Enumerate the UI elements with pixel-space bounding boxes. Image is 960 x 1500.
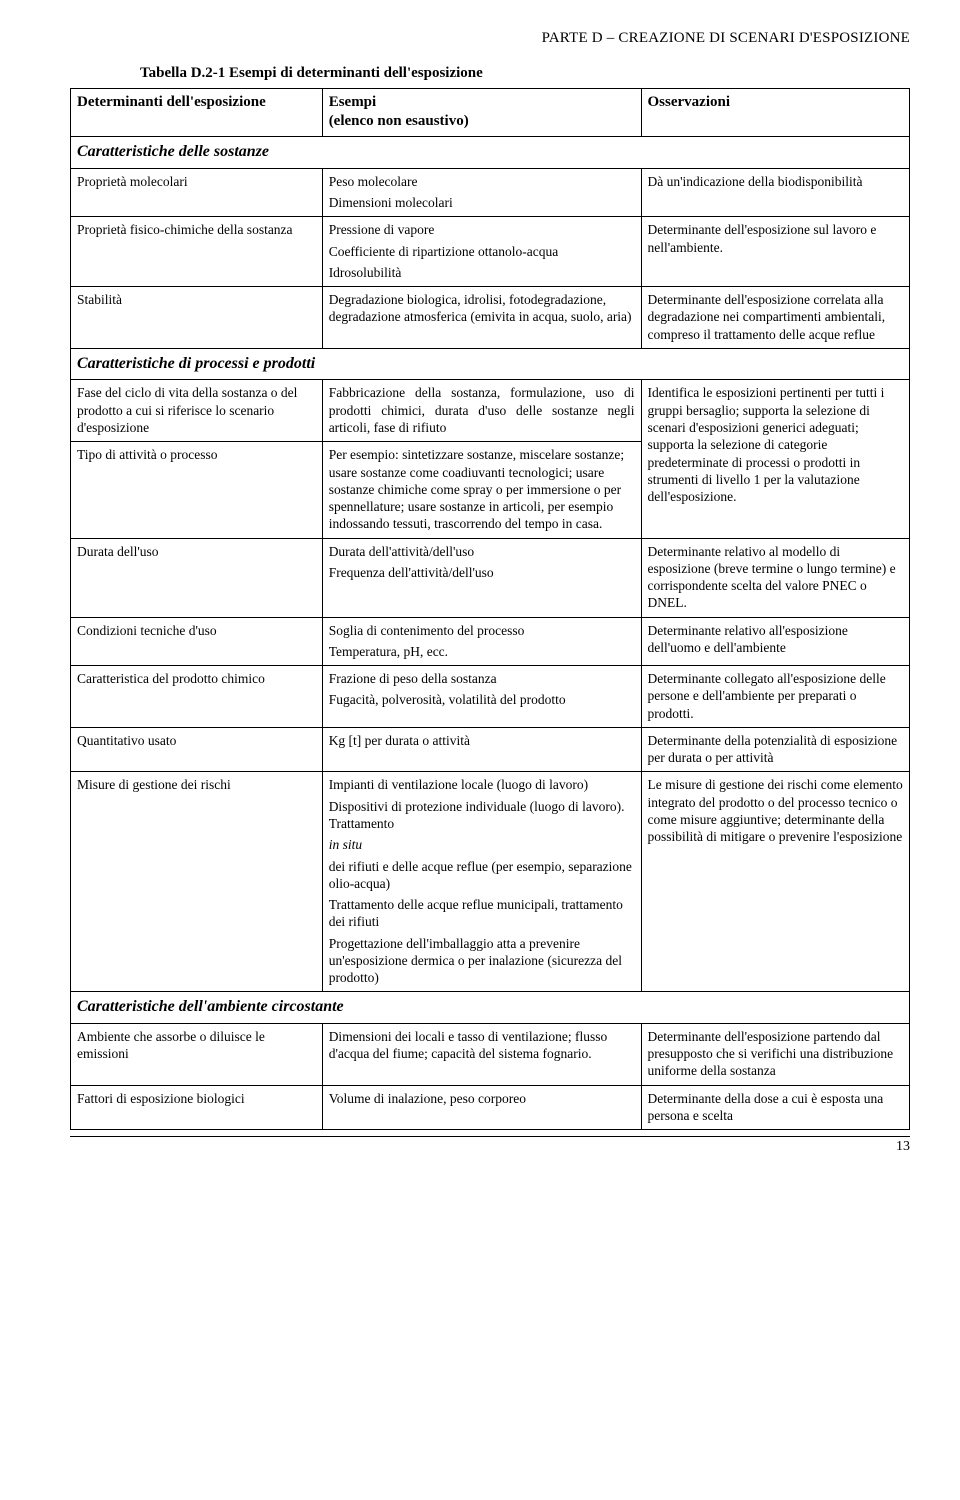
cell: Tipo di attività o processo	[71, 442, 323, 538]
cell: Dimensioni dei locali e tasso di ventila…	[322, 1023, 641, 1085]
cell: Impianti di ventilazione locale (luogo d…	[322, 772, 641, 992]
table-row: Misure di gestione dei rischi Impianti d…	[71, 772, 910, 992]
cell: Determinante dell'esposizione sul lavoro…	[641, 217, 910, 287]
cell: Volume di inalazione, peso corporeo	[322, 1085, 641, 1130]
table-header-row: Determinanti dell'esposizione Esempi (el…	[71, 89, 910, 137]
cell: Durata dell'attività/dell'uso Frequenza …	[322, 538, 641, 617]
cell: Fattori di esposizione biologici	[71, 1085, 323, 1130]
table-row: Proprietà molecolari Peso molecolare Dim…	[71, 168, 910, 217]
cell: Kg [t] per durata o attività	[322, 727, 641, 772]
cell: Fase del ciclo di vita della sostanza o …	[71, 380, 323, 442]
col-header-examples: Esempi (elenco non esaustivo)	[322, 89, 641, 137]
section-processes: Caratteristiche di processi e prodotti	[71, 348, 910, 379]
table-row: Fase del ciclo di vita della sostanza o …	[71, 380, 910, 442]
cell: Pressione di vapore Coefficiente di ripa…	[322, 217, 641, 287]
cell: Stabilità	[71, 287, 323, 349]
cell: Fabbricazione della sostanza, formulazio…	[322, 380, 641, 442]
section-environment: Caratteristiche dell'ambiente circostant…	[71, 992, 910, 1023]
cell: Determinante collegato all'esposizione d…	[641, 666, 910, 728]
table-row: Quantitativo usato Kg [t] per durata o a…	[71, 727, 910, 772]
table-row: Condizioni tecniche d'uso Soglia di cont…	[71, 617, 910, 666]
cell: Determinante relativo all'esposizione de…	[641, 617, 910, 666]
cell: Proprietà fisico-chimiche della sostanza	[71, 217, 323, 287]
cell: Condizioni tecniche d'uso	[71, 617, 323, 666]
table-row: Fattori di esposizione biologici Volume …	[71, 1085, 910, 1130]
section-row: Caratteristiche dell'ambiente circostant…	[71, 992, 910, 1023]
section-substances: Caratteristiche delle sostanze	[71, 137, 910, 168]
section-row: Caratteristiche di processi e prodotti	[71, 348, 910, 379]
cell: Proprietà molecolari	[71, 168, 323, 217]
cell: Soglia di contenimento del processo Temp…	[322, 617, 641, 666]
section-row: Caratteristiche delle sostanze	[71, 137, 910, 168]
cell: Peso molecolare Dimensioni molecolari	[322, 168, 641, 217]
page-header: PARTE D – CREAZIONE DI SCENARI D'ESPOSIZ…	[70, 30, 910, 47]
cell: Frazione di peso della sostanza Fugacità…	[322, 666, 641, 728]
cell: Determinante della potenzialità di espos…	[641, 727, 910, 772]
cell: Caratteristica del prodotto chimico	[71, 666, 323, 728]
cell: Le misure di gestione dei rischi come el…	[641, 772, 910, 992]
col-header-determinants: Determinanti dell'esposizione	[71, 89, 323, 137]
cell: Degradazione biologica, idrolisi, fotode…	[322, 287, 641, 349]
col-header-observations: Osservazioni	[641, 89, 910, 137]
cell: Quantitativo usato	[71, 727, 323, 772]
cell: Determinante dell'esposizione correlata …	[641, 287, 910, 349]
table-caption: Tabella D.2-1 Esempi di determinanti del…	[140, 65, 910, 82]
cell: Determinante relativo al modello di espo…	[641, 538, 910, 617]
table-row: Proprietà fisico-chimiche della sostanza…	[71, 217, 910, 287]
page-number: 13	[70, 1136, 910, 1155]
cell: Durata dell'uso	[71, 538, 323, 617]
cell: Ambiente che assorbe o diluisce le emiss…	[71, 1023, 323, 1085]
cell: Determinante dell'esposizione partendo d…	[641, 1023, 910, 1085]
table-row: Caratteristica del prodotto chimico Fraz…	[71, 666, 910, 728]
table-row: Ambiente che assorbe o diluisce le emiss…	[71, 1023, 910, 1085]
table-row: Stabilità Degradazione biologica, idroli…	[71, 287, 910, 349]
determinants-table: Determinanti dell'esposizione Esempi (el…	[70, 88, 910, 1130]
cell: Determinante della dose a cui è esposta …	[641, 1085, 910, 1130]
cell: Dà un'indicazione della biodisponibilità	[641, 168, 910, 217]
table-row: Durata dell'uso Durata dell'attività/del…	[71, 538, 910, 617]
cell: Misure di gestione dei rischi	[71, 772, 323, 992]
cell: Identifica le esposizioni pertinenti per…	[641, 380, 910, 538]
cell: Per esempio: sintetizzare sostanze, misc…	[322, 442, 641, 538]
